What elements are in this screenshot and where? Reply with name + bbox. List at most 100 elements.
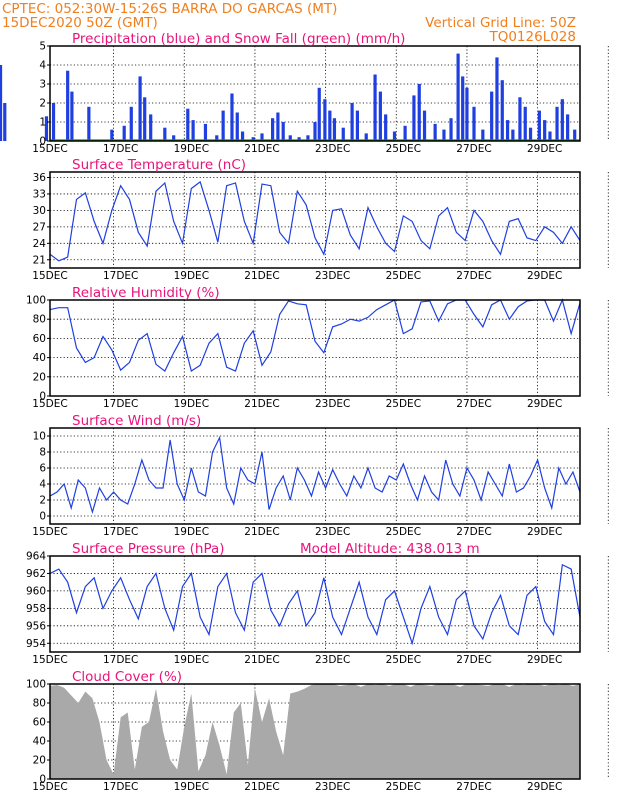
x-tick-label: 21DEC — [244, 143, 279, 155]
precip-bar — [528, 127, 533, 141]
precip-bar — [433, 123, 437, 141]
x-tick-label: 29DEC — [527, 781, 562, 793]
precip-bar — [129, 106, 133, 141]
x-tick-label: 19DEC — [174, 143, 209, 155]
pres-panel: 954 956 958 960 962 964 15DEC 17DEC 19DEC 21DEC 23… — [26, 541, 609, 666]
y-tick-label: 956 — [26, 620, 46, 632]
x-tick-label: 23DEC — [315, 270, 350, 282]
x-tick-label: 25DEC — [386, 781, 421, 793]
x-tick-label: 29DEC — [527, 526, 562, 538]
precip-bar — [548, 131, 552, 141]
y-tick-label: 960 — [26, 585, 46, 597]
x-tick-label: 15DEC — [32, 526, 67, 538]
x-tick-label: 15DEC — [32, 398, 67, 410]
cloud-title: Cloud Cover (%) — [72, 669, 182, 685]
x-tick-label: 19DEC — [174, 398, 209, 410]
precip-bar — [149, 114, 153, 141]
precip-bar — [317, 87, 321, 141]
precip-bar — [251, 137, 255, 141]
x-tick-label: 29DEC — [527, 398, 562, 410]
precip-bar — [138, 76, 142, 141]
y-tick-label: 0 — [39, 774, 46, 786]
x-tick-label: 19DEC — [174, 781, 209, 793]
y-tick-label: 6 — [39, 463, 46, 475]
precip-bar — [490, 91, 494, 141]
precip-panel: 0 1 2 3 4 5 15DEC 17DEC 19DEC 21DEC 23DEC 25DEC 27DE… — [0, 31, 609, 155]
x-tick-label: 29DEC — [527, 654, 562, 666]
x-tick-label: 15DEC — [32, 654, 67, 666]
precip-bar — [412, 95, 416, 141]
x-tick-label: 23DEC — [315, 398, 350, 410]
precip-bar — [122, 125, 126, 141]
x-tick-label: 23DEC — [315, 781, 350, 793]
header-run-time: 15DEC2020 50Z (GMT) — [2, 15, 158, 31]
x-tick-label: 23DEC — [315, 526, 350, 538]
x-tick-label: 17DEC — [103, 654, 138, 666]
y-tick-label: 962 — [26, 568, 46, 580]
x-tick-label: 23DEC — [315, 143, 350, 155]
wind-title: Surface Wind (m/s) — [72, 413, 201, 429]
precip-bar — [328, 110, 332, 141]
precip-bar — [543, 120, 547, 141]
y-tick-label: 8 — [39, 447, 46, 459]
rh-panel: 0 20 40 60 80 100 15DEC 17DEC 19DEC 21DEC 23DEC 25D… — [26, 285, 609, 410]
precip-bar — [350, 103, 354, 141]
x-tick-label: 15DEC — [32, 143, 67, 155]
precip-bar — [186, 108, 190, 141]
precip-bar — [481, 129, 485, 141]
x-tick-label: 17DEC — [103, 398, 138, 410]
y-tick-label: 1 — [39, 117, 46, 129]
precip-bar — [465, 87, 469, 141]
pres-subtitle: Model Altitude: 438.013 m — [300, 541, 480, 557]
precip-bar — [355, 110, 359, 141]
x-tick-label: 17DEC — [103, 526, 138, 538]
header-grid-note: Vertical Grid Line: 50Z — [425, 15, 576, 31]
y-tick-label: 10 — [33, 431, 46, 443]
precip-bar — [260, 133, 264, 141]
precip-bar — [495, 57, 499, 141]
precip-bar — [392, 131, 397, 141]
wind-series-line — [49, 435, 581, 515]
x-tick-label: 23DEC — [315, 654, 350, 666]
x-tick-label: 21DEC — [244, 654, 279, 666]
precip-bar — [110, 129, 114, 141]
precip-bar — [417, 84, 421, 141]
precip-bar — [341, 127, 345, 141]
x-tick-label: 25DEC — [386, 398, 421, 410]
precip-bar — [3, 103, 7, 141]
precip-bar — [332, 118, 337, 141]
y-tick-label: 5 — [39, 41, 46, 53]
precip-bar — [472, 106, 476, 141]
x-tick-label: 19DEC — [174, 654, 209, 666]
precip-bar — [306, 135, 310, 141]
y-tick-label: 4 — [39, 60, 46, 72]
header-location: CPTEC: 052:30W-15:26S BARRA DO GARCAS (M… — [2, 1, 337, 17]
y-tick-label: 80 — [33, 314, 46, 326]
y-tick-label: 4 — [39, 479, 46, 491]
y-tick-label: 36 — [33, 172, 47, 184]
temp-title: Surface Temperature (nC) — [72, 157, 246, 173]
x-tick-label: 27DEC — [456, 143, 491, 155]
precip-bar — [518, 97, 522, 141]
precip-bar — [378, 91, 382, 141]
y-tick-label: 30 — [33, 205, 46, 217]
x-tick-label: 27DEC — [456, 781, 491, 793]
y-tick-label: 60 — [33, 717, 46, 729]
y-tick-label: 100 — [26, 295, 46, 307]
y-tick-label: 40 — [33, 352, 46, 364]
y-tick-label: 20 — [33, 371, 46, 383]
y-tick-label: 2 — [39, 98, 46, 110]
x-tick-label: 27DEC — [456, 526, 491, 538]
y-tick-label: 21 — [33, 254, 46, 266]
precip-title: Precipitation (blue) and Snow Fall (gree… — [72, 31, 405, 47]
temp-series-line — [49, 180, 581, 262]
x-tick-label: 19DEC — [174, 526, 209, 538]
precip-bar — [143, 97, 147, 141]
y-tick-label: 27 — [33, 221, 46, 233]
x-tick-label: 27DEC — [456, 398, 491, 410]
precip-bar — [323, 99, 327, 141]
precip-bar — [163, 127, 167, 141]
precip-bar — [215, 135, 219, 141]
y-tick-label: 100 — [26, 679, 46, 691]
rh-series-line — [49, 298, 581, 373]
